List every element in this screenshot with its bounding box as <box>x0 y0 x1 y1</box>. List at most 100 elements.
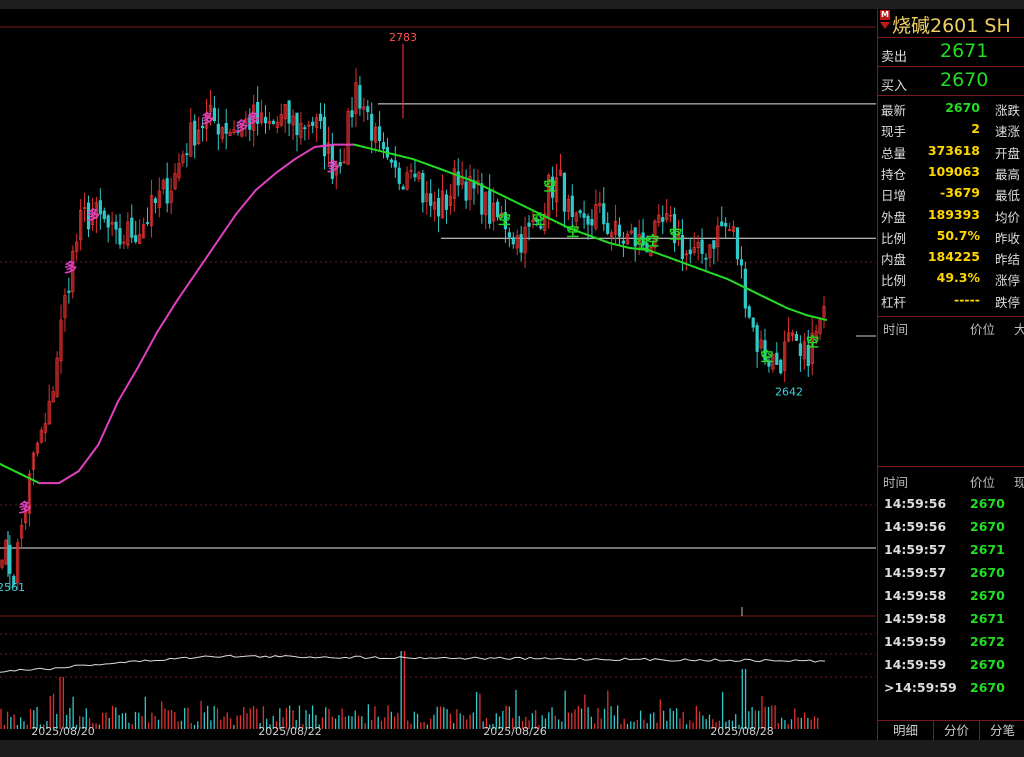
candle-body <box>440 190 445 219</box>
candle-body <box>31 452 36 470</box>
candle-body <box>653 220 657 248</box>
candle-body <box>244 118 248 124</box>
candle-body <box>23 508 28 524</box>
quote-row: 外盘 189393 均价 <box>878 204 1024 225</box>
ma-segment <box>392 153 414 161</box>
quote-row: 持仓 109063 最高 <box>878 161 1024 182</box>
candle-body <box>448 195 452 207</box>
candle-body <box>181 154 185 164</box>
candle-body <box>228 131 232 136</box>
candle-body <box>578 210 582 214</box>
moving-average <box>0 143 827 485</box>
quote-label: 外盘 <box>881 209 907 225</box>
tick-time: 14:59:56 <box>884 519 947 534</box>
tick-price: 2670 <box>970 565 1005 580</box>
candle-body <box>342 161 346 164</box>
ma-segment <box>18 472 41 485</box>
price-marks: 2783 2561 2642 <box>0 31 803 594</box>
ma-segment <box>471 179 493 192</box>
candle-body <box>354 82 358 114</box>
candle-body <box>598 202 602 207</box>
candle-body <box>818 319 822 334</box>
quote-label: 杠杆 <box>881 294 907 310</box>
candle-body <box>488 190 492 224</box>
dropdown-triangle-icon[interactable] <box>880 22 890 29</box>
ma-segment <box>195 242 218 273</box>
signal-marker: 多 <box>18 500 31 516</box>
quote-row: 比例 49.3% 涨停 <box>878 267 1024 288</box>
col-price: 价位 <box>970 475 996 490</box>
quote-label: 比例 <box>881 230 907 246</box>
candle-body <box>374 126 378 143</box>
tick-row[interactable]: 14:59:56 2670 <box>878 492 1024 515</box>
candle-body <box>94 202 98 219</box>
candle-body <box>763 340 767 361</box>
tab-price-dist[interactable]: 分价 <box>934 721 980 740</box>
col-price: 价位 <box>970 322 996 337</box>
tick-price: 2670 <box>970 657 1005 672</box>
quote-label-right: 昨收 <box>995 230 1021 246</box>
tab-trades[interactable]: 分笔 <box>989 723 1015 738</box>
quote-value: 189393 <box>927 206 980 222</box>
candle-body <box>362 106 366 110</box>
quote-label-right: 开盘 <box>995 145 1021 161</box>
tick-row[interactable]: >14:59:59 2670 <box>878 676 1024 699</box>
candle-body <box>590 219 594 226</box>
tick-time: 14:59:59 <box>884 634 947 649</box>
signal-marker: 空 <box>760 349 773 365</box>
col-size: 现 <box>1014 475 1024 490</box>
candle-body <box>4 540 8 565</box>
quote-label: 最新 <box>881 103 907 118</box>
ma-segment <box>569 227 591 237</box>
candle-body <box>118 228 122 245</box>
ma-segment <box>746 287 768 300</box>
candle-body <box>0 559 4 568</box>
quote-row: 杠杆 ----- 跌停 <box>878 289 1024 310</box>
candle-body <box>421 172 425 203</box>
candle-body <box>633 227 637 247</box>
signal-marker: 多 <box>327 159 340 175</box>
quote-row: 总量 373618 开盘 <box>878 140 1024 161</box>
quote-row: 比例 50.7% 昨收 <box>878 225 1024 246</box>
tick-row[interactable]: 14:59:57 2671 <box>878 538 1024 561</box>
candle-body <box>492 202 496 222</box>
ma-segment <box>0 462 21 475</box>
recent-low-label: 2642 <box>775 385 803 398</box>
quote-label-right: 最低 <box>995 188 1021 204</box>
candle-body <box>134 235 138 243</box>
candle-body <box>625 233 629 245</box>
candle-body <box>554 177 559 203</box>
tick-row[interactable]: 14:59:58 2670 <box>878 584 1024 607</box>
tick-row[interactable]: 14:59:56 2670 <box>878 515 1024 538</box>
tick-price: 2670 <box>970 496 1005 511</box>
candle-body <box>676 233 681 240</box>
candle-body <box>279 114 283 126</box>
quote-value: -3679 <box>940 185 980 201</box>
tick-row[interactable]: 14:59:58 2671 <box>878 607 1024 630</box>
tick-row[interactable]: 14:59:59 2670 <box>878 653 1024 676</box>
tick-row[interactable]: 14:59:57 2670 <box>878 561 1024 584</box>
candle-body <box>425 193 429 202</box>
candle-body <box>114 221 118 230</box>
quote-value: 2 <box>971 121 980 137</box>
candle-body <box>377 126 382 142</box>
candle-body <box>39 429 43 443</box>
candle-body <box>259 112 264 123</box>
candle-body <box>204 113 209 129</box>
candle-body <box>193 120 197 146</box>
candle-body <box>551 176 555 198</box>
candle-body <box>720 221 724 227</box>
tick-price: 2670 <box>970 588 1005 603</box>
horizontal-levels <box>0 103 876 549</box>
candle-body <box>287 100 291 124</box>
quote-row: 内盘 184225 昨结 <box>878 246 1024 267</box>
candle-body <box>779 359 783 374</box>
instrument-title: 烧碱2601 SH <box>892 15 1011 37</box>
tab-detail[interactable]: 明细 <box>878 721 934 740</box>
candle-body <box>177 163 181 179</box>
candle-body <box>822 306 826 318</box>
tick-price: 2672 <box>970 634 1005 649</box>
tick-row[interactable]: 14:59:59 2672 <box>878 630 1024 653</box>
candle-body <box>787 332 791 342</box>
